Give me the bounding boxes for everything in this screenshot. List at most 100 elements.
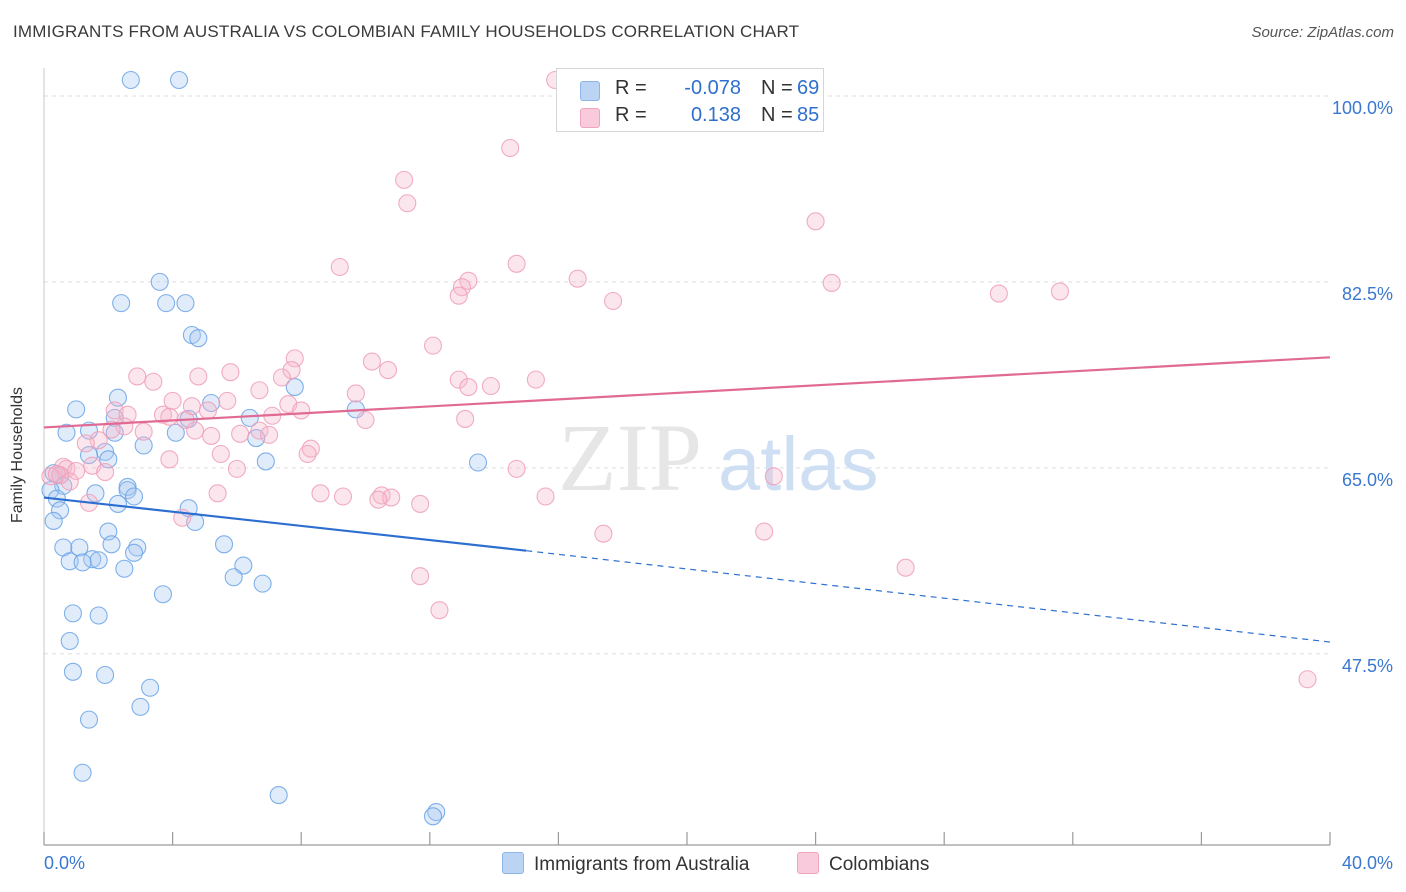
data-point bbox=[1050, 282, 1069, 301]
data-point bbox=[423, 336, 443, 355]
data-point bbox=[153, 585, 173, 604]
data-point bbox=[83, 550, 102, 569]
legend-label-colombians: Colombians bbox=[829, 854, 930, 875]
data-point bbox=[481, 376, 500, 396]
data-point bbox=[311, 484, 330, 503]
data-point bbox=[604, 291, 623, 311]
data-point bbox=[501, 138, 520, 158]
data-point bbox=[128, 538, 147, 557]
data-point bbox=[822, 273, 841, 292]
y-tick-label: 100.0% bbox=[1332, 98, 1393, 118]
data-point bbox=[292, 401, 311, 420]
x-tick-label-min: 0.0% bbox=[44, 853, 85, 873]
data-point bbox=[102, 420, 121, 439]
data-point bbox=[63, 662, 82, 681]
data-point bbox=[57, 423, 76, 442]
data-point bbox=[333, 487, 353, 506]
data-point bbox=[231, 424, 250, 443]
data-point bbox=[112, 294, 131, 313]
data-point bbox=[1298, 670, 1317, 689]
series-australia-points bbox=[41, 70, 488, 826]
trend-line-colombians bbox=[43, 356, 1331, 429]
y-tick-labels: 47.5% 65.0% 82.5% 100.0% bbox=[1332, 98, 1393, 676]
legend-r-value: -0.078 bbox=[684, 77, 741, 99]
data-point bbox=[256, 452, 275, 471]
stats-legend: R = -0.078 N = 69 R = 0.138 N = 85 bbox=[556, 68, 824, 132]
data-point bbox=[369, 490, 388, 509]
y-tick-label: 65.0% bbox=[1342, 470, 1393, 490]
data-point bbox=[806, 212, 825, 231]
x-tick-label-max: 40.0% bbox=[1342, 853, 1393, 873]
data-point bbox=[234, 556, 253, 575]
data-point bbox=[755, 522, 774, 541]
data-point bbox=[536, 487, 555, 506]
data-point bbox=[150, 272, 169, 291]
data-point bbox=[378, 361, 398, 380]
data-point bbox=[459, 271, 478, 290]
data-point bbox=[259, 425, 279, 444]
data-point bbox=[764, 467, 783, 486]
data-point bbox=[60, 552, 79, 571]
data-point bbox=[568, 269, 587, 288]
data-point bbox=[86, 484, 105, 503]
data-point bbox=[160, 407, 179, 426]
legend-item-australia: Immigrants from Australia bbox=[502, 852, 749, 876]
data-point bbox=[449, 286, 468, 305]
data-point bbox=[227, 459, 246, 478]
data-point bbox=[989, 284, 1008, 303]
data-point bbox=[214, 535, 234, 554]
data-point bbox=[449, 370, 468, 389]
data-point bbox=[134, 436, 153, 455]
data-point bbox=[346, 384, 365, 403]
trend-lines bbox=[43, 356, 1331, 643]
legend-n-label: N = bbox=[761, 104, 793, 126]
data-point bbox=[76, 434, 95, 453]
data-point bbox=[362, 352, 381, 371]
data-point bbox=[253, 574, 272, 593]
data-point bbox=[186, 421, 205, 440]
data-point bbox=[526, 370, 545, 389]
legend-item-colombians: Colombians bbox=[797, 852, 929, 876]
trend-line-australia bbox=[43, 496, 527, 552]
data-point bbox=[67, 400, 86, 419]
data-point bbox=[330, 257, 349, 277]
data-point bbox=[298, 444, 317, 464]
data-point bbox=[141, 678, 160, 697]
data-point bbox=[144, 372, 163, 391]
data-point bbox=[507, 459, 526, 478]
data-point bbox=[224, 568, 243, 587]
legend-n-value: 85 bbox=[797, 104, 820, 126]
x-ticks bbox=[43, 832, 1331, 845]
y-tick-label: 82.5% bbox=[1342, 284, 1393, 304]
legend-r-label: R = bbox=[615, 77, 647, 99]
data-point bbox=[398, 194, 417, 213]
data-point bbox=[124, 487, 144, 506]
data-point bbox=[169, 70, 189, 90]
data-point bbox=[70, 538, 89, 557]
data-point bbox=[285, 378, 304, 397]
data-point bbox=[118, 481, 137, 500]
data-point bbox=[121, 70, 140, 90]
series-colombians-points bbox=[41, 70, 1317, 689]
data-point bbox=[198, 401, 218, 420]
data-point bbox=[108, 494, 127, 513]
data-point bbox=[430, 601, 449, 620]
data-point bbox=[176, 294, 195, 313]
data-point bbox=[507, 254, 526, 273]
data-point bbox=[208, 484, 227, 503]
data-point bbox=[166, 423, 185, 442]
data-point bbox=[282, 361, 301, 380]
data-point bbox=[96, 665, 115, 685]
watermark-zip: ZIP bbox=[558, 404, 702, 511]
data-point bbox=[124, 543, 144, 562]
y-axis-label: Family Households bbox=[9, 386, 26, 524]
data-point bbox=[51, 501, 70, 520]
data-point bbox=[218, 391, 237, 410]
data-point bbox=[89, 551, 108, 570]
data-point bbox=[102, 535, 121, 554]
legend-r-label: R = bbox=[615, 104, 647, 126]
data-point bbox=[411, 567, 430, 586]
data-point bbox=[60, 472, 79, 491]
data-point bbox=[153, 405, 173, 424]
